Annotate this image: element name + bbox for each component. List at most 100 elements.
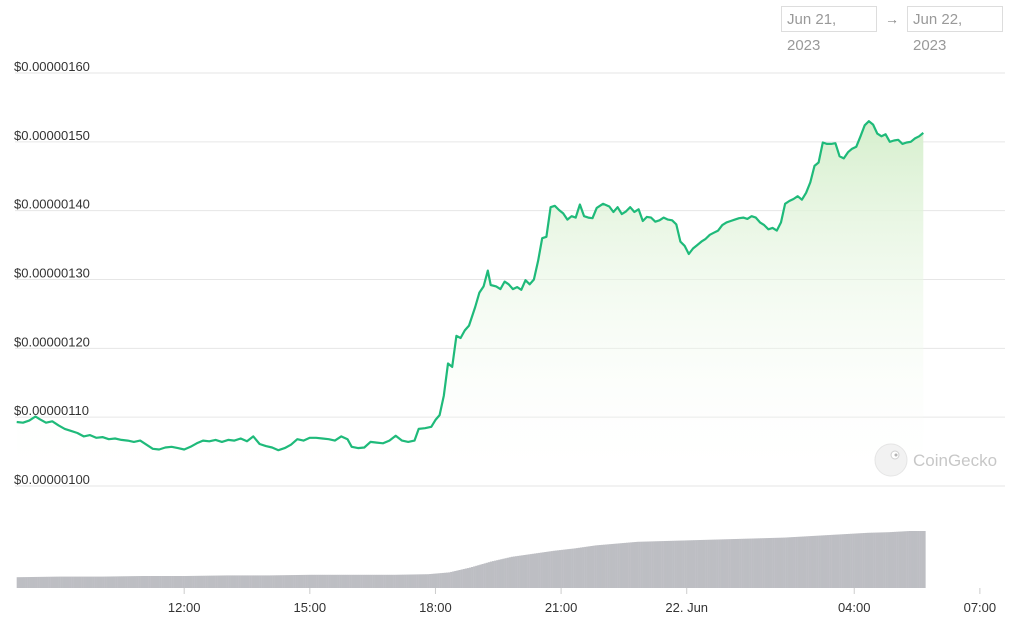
volume-bar [326, 574, 329, 588]
volume-bar [724, 539, 727, 588]
volume-bar [167, 576, 170, 588]
volume-bar [345, 574, 348, 588]
volume-bar [452, 571, 455, 588]
volume-bar [376, 574, 380, 588]
volume-bar [445, 572, 449, 588]
volume-bar [783, 537, 786, 588]
y-tick-label: $0.00000130 [14, 266, 90, 281]
volume-bar [112, 576, 116, 588]
volume-bar [443, 572, 447, 588]
volume-bar [816, 535, 819, 588]
volume-bar [374, 574, 378, 588]
volume-bar [131, 576, 135, 588]
volume-bar [125, 576, 128, 588]
volume-bar [165, 576, 168, 588]
volume-bar [314, 574, 317, 588]
volume-bar [638, 541, 641, 588]
volume-bar [471, 567, 474, 588]
volume-bar [657, 541, 660, 588]
volume-bar [177, 576, 181, 588]
volume-bar [483, 563, 486, 588]
volume-bar [778, 537, 782, 588]
volume-bar [523, 555, 526, 588]
volume-bar [611, 543, 614, 588]
y-tick-label: $0.00000120 [14, 334, 90, 349]
volume-bar [270, 575, 273, 588]
volume-bar [542, 552, 545, 588]
volume-bar [399, 574, 403, 588]
volume-bar [697, 540, 700, 588]
volume-bar [257, 575, 260, 588]
volume-bar [456, 570, 459, 588]
volume-bar [85, 576, 89, 588]
volume-bar [211, 575, 214, 588]
volume-bar [31, 576, 34, 588]
volume-bar [89, 576, 93, 588]
volume-bar [686, 540, 690, 588]
range-to-input[interactable]: Jun 22, 2023 [907, 6, 1003, 54]
volume-bar [249, 575, 252, 588]
volume-bar [475, 565, 478, 588]
volume-bar [785, 537, 788, 588]
range-from-input[interactable]: Jun 21, 2023 [781, 6, 877, 54]
volume-bar [644, 541, 648, 588]
volume-bar [73, 576, 76, 588]
y-tick-label: $0.00000160 [14, 59, 90, 74]
volume-bar [439, 573, 442, 588]
volume-bar [665, 540, 669, 588]
volume-bar [764, 538, 767, 588]
volume-bar [592, 545, 595, 588]
volume-bar [835, 534, 838, 588]
volume-bar [864, 532, 868, 588]
volume-bar [722, 539, 725, 588]
volume-bar [847, 533, 851, 588]
volume-bar [437, 573, 440, 588]
x-tick-label: 04:00 [838, 600, 871, 615]
volume-bar [238, 575, 241, 588]
volume-bar [582, 547, 585, 588]
volume-bar [912, 531, 916, 588]
range-arrow-icon: → [885, 11, 899, 27]
volume-bar [894, 531, 897, 588]
volume-bar [755, 538, 759, 588]
volume-bar [129, 576, 133, 588]
volume-bar [355, 574, 359, 588]
volume-bar [596, 545, 599, 588]
volume-bar [649, 541, 652, 588]
gecko-logo-icon [874, 443, 908, 477]
volume-bar [192, 575, 195, 588]
volume-bar [877, 532, 880, 588]
volume-bar [385, 574, 388, 588]
volume-bar [228, 575, 231, 588]
volume-bar [18, 577, 22, 588]
volume-bar [240, 575, 244, 588]
volume-bar [854, 533, 857, 588]
volume-bar [104, 576, 107, 588]
volume-bar [623, 542, 627, 588]
volume-bar [866, 532, 870, 588]
watermark-text: CoinGecko [913, 451, 997, 470]
volume-bar [919, 531, 922, 588]
volume-bar [707, 539, 710, 588]
volume-bar [203, 575, 206, 588]
volume-bar [575, 548, 579, 588]
volume-bar [290, 575, 294, 588]
volume-bar [906, 531, 909, 588]
volume-bar [921, 531, 924, 588]
volume-bar [418, 574, 422, 588]
volume-bar [824, 535, 828, 588]
volume-bar [223, 575, 227, 588]
volume-bar [881, 532, 884, 588]
volume-bar [548, 551, 551, 588]
volume-bar [772, 537, 775, 588]
volume-bar [349, 574, 352, 588]
y-tick-label: $0.00000110 [14, 403, 89, 418]
volume-bar [299, 574, 302, 588]
volume-bar [502, 558, 505, 588]
volume-bar [653, 541, 656, 588]
volume-bar [506, 557, 509, 588]
volume-bar [334, 574, 338, 588]
volume-bar [322, 574, 325, 588]
volume-bar [667, 540, 671, 588]
